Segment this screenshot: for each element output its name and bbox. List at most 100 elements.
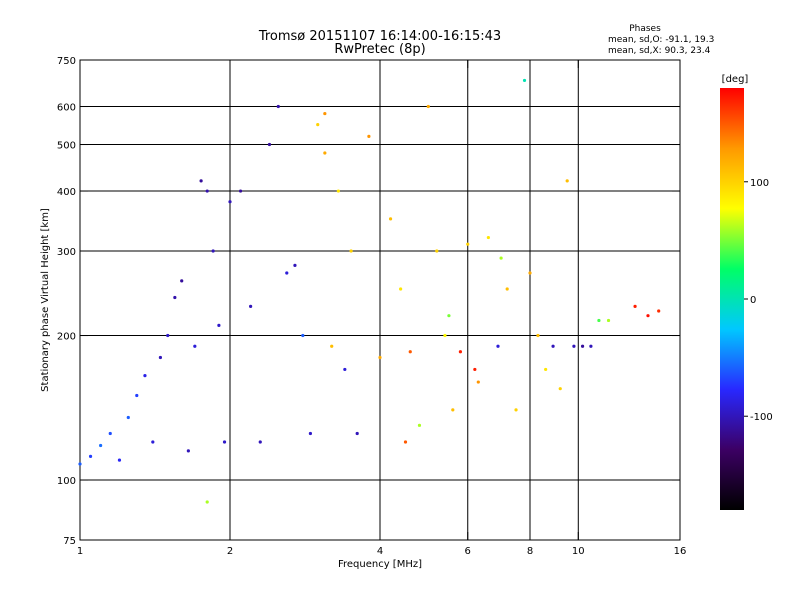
x-tick-label: 1 [77,546,83,557]
data-point [496,344,500,348]
x-tick-label: 16 [674,546,687,557]
data-point [330,344,334,348]
data-point [476,380,480,384]
data-point [205,500,209,504]
data-points [78,78,661,504]
data-point [293,263,297,267]
y-tick-label: 300 [57,247,76,258]
y-tick-label: 100 [57,476,76,487]
data-point [388,217,393,221]
data-point [258,440,262,444]
data-point [88,454,93,459]
y-tick-label: 200 [57,332,76,343]
data-point [426,104,430,109]
data-point [78,462,82,466]
x-tick-label: 4 [377,546,383,557]
data-point [499,256,503,260]
data-point [193,344,197,348]
data-point [657,309,661,313]
data-point [551,344,555,348]
data-point [205,189,209,193]
data-point [343,367,347,372]
x-tick-label: 2 [227,546,233,557]
data-point [336,189,340,193]
data-point [646,314,650,318]
data-point [355,431,359,436]
data-point [572,344,576,348]
y-axis-ticks: 75 100 200 300 400 500 600 750 [57,56,680,547]
data-point [316,123,320,127]
data-point [117,458,122,462]
data-point [580,344,585,348]
data-point [447,314,451,318]
y-axis-label: Stationary phase Virtual Height [km] [40,208,51,392]
data-point [458,350,463,354]
data-point [186,449,190,453]
data-point [597,318,601,323]
x-tick-label: 6 [465,546,471,557]
y-tick-label: 600 [57,103,76,114]
data-point [565,179,569,183]
y-tick-label: 750 [57,56,76,67]
grid-lines [80,60,680,540]
phases-x-stats: mean, sd,X: 90.3, 23.4 [608,46,711,56]
data-point [486,235,490,240]
data-point [180,279,184,283]
data-point [514,408,518,412]
data-point [228,200,232,204]
data-point [443,333,447,338]
y-tick-label: 500 [57,141,76,152]
colorbar-tick-label: 0 [750,295,756,306]
data-point [158,355,163,360]
data-point [589,344,593,348]
chart-subtitle: RwPretec (8p) [334,42,425,57]
data-point [367,134,371,138]
data-point [308,431,313,436]
data-point [522,78,527,83]
data-point [211,249,215,253]
colorbar [720,88,744,510]
data-point [217,323,221,327]
x-tick-label: 10 [572,546,585,557]
data-point [466,242,470,246]
data-point [151,440,155,444]
data-point [285,271,289,275]
data-point [249,304,253,309]
y-tick-label: 400 [57,187,76,198]
data-point [473,367,477,372]
data-point [408,350,412,354]
data-point [323,151,327,155]
y-tick-label: 75 [63,536,76,547]
data-point [399,287,403,291]
data-point [199,179,203,183]
data-point [528,271,532,275]
x-tick-label: 8 [527,546,533,557]
data-point [536,333,540,338]
data-point [544,367,548,372]
data-point [99,443,103,448]
x-axis-label: Frequency [MHz] [338,559,422,570]
phases-o-stats: mean, sd,O: -91.1, 19.3 [608,35,714,45]
data-point [417,423,422,427]
data-point [558,387,562,391]
data-point [451,408,455,412]
colorbar-tick-label: 100 [750,178,769,189]
data-point [222,440,227,444]
data-point [403,440,408,444]
colorbar-tick-label: -100 [750,412,773,423]
data-point [108,431,112,436]
data-point [435,249,439,253]
data-point [301,333,305,338]
data-point [143,374,147,378]
data-point [126,415,130,420]
data-point [135,393,139,398]
data-point [606,318,611,323]
data-point [173,295,177,300]
phases-heading: Phases [629,24,661,34]
data-point [349,249,353,253]
x-axis-ticks: 1 2 4 6 8 10 16 [77,60,687,557]
colorbar-ticks: 100 0 -100 [744,178,773,423]
data-point [633,304,637,309]
data-point [166,333,170,338]
